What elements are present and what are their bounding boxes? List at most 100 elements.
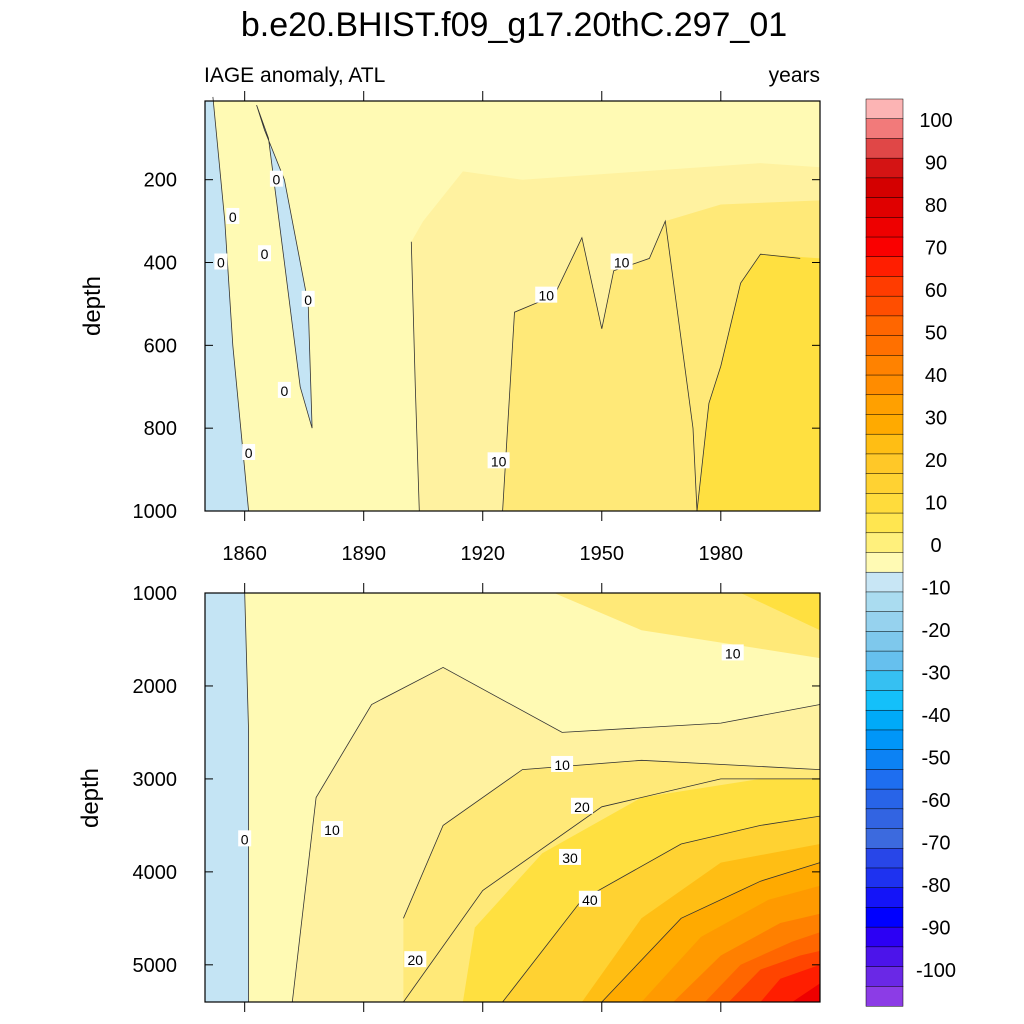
lower-y-axis-label: depth [77, 768, 104, 828]
colorbar-box [865, 670, 904, 692]
contour-label: 0 [214, 253, 228, 271]
contour-label-text: 0 [229, 209, 237, 225]
contour-label: 0 [226, 207, 240, 225]
y-tick-label: 400 [144, 253, 177, 275]
x-tick-label: 1920 [460, 543, 505, 565]
colorbar-label: -30 [922, 663, 951, 685]
colorbar-box [865, 177, 904, 199]
contour-label-text: 10 [614, 255, 630, 271]
upper-contour-lines [212, 96, 801, 512]
contour-label: 40 [578, 890, 601, 908]
colorbar-box [865, 729, 904, 751]
variable-label: IAGE anomaly, ATL [204, 64, 385, 87]
contour-label: 30 [559, 848, 582, 866]
contour-label-bg [214, 253, 228, 270]
colorbar-label: 30 [925, 408, 947, 430]
contour-label-bg [535, 286, 558, 303]
contour-label-text: 10 [554, 757, 570, 773]
colorbar-label: -80 [922, 875, 951, 897]
contour-label-bg [487, 452, 510, 469]
colorbar-box [865, 453, 904, 475]
colorbar-label: -10 [922, 578, 951, 600]
colorbar-label: 10 [925, 493, 947, 515]
contour-label-text: 40 [582, 892, 598, 908]
contour-label: 20 [570, 797, 593, 815]
colorbar-box [865, 887, 904, 908]
colorbar-label: -40 [922, 705, 951, 727]
colorbar-label: -100 [916, 960, 956, 982]
colorbar-box [865, 808, 904, 830]
colorbar-label: 40 [925, 365, 947, 387]
colorbar-box [865, 986, 904, 1007]
contour-label-bg [258, 245, 272, 262]
contour-label-text: 20 [408, 952, 424, 968]
colorbar-label: -20 [922, 620, 951, 642]
contour-label-bg [238, 830, 252, 847]
contour-label: 10 [320, 821, 343, 838]
contour-label: 10 [610, 253, 633, 271]
upper-y-axis-label: depth [79, 276, 106, 336]
contour-label-bg [610, 253, 633, 270]
colorbar-label: 100 [919, 110, 952, 132]
y-tick-label: 1000 [133, 583, 178, 605]
contour-line [403, 759, 821, 919]
contour-label-text: 0 [241, 831, 249, 847]
lower-plot-frame [204, 592, 821, 1003]
colorbar-box [865, 848, 904, 869]
contour-label-text: 30 [562, 850, 578, 866]
colorbar-label: 90 [925, 153, 947, 175]
contour-label: 0 [238, 830, 252, 847]
colorbar-box [865, 374, 904, 396]
colorbar-box [865, 907, 904, 928]
colorbar-box [865, 295, 904, 317]
contour-label: 0 [277, 381, 291, 399]
colorbar-box [865, 433, 904, 455]
contour-label: 10 [721, 644, 744, 661]
contour-line [403, 778, 820, 1003]
contour-label-bg [721, 644, 744, 661]
colorbar-box [865, 749, 904, 770]
colorbar-box [865, 867, 904, 889]
contour-label-text: 0 [245, 445, 253, 461]
upper-panel: 0 0 0 0 0 0 0 10 10 10 200 400 600 800 1000 depth [79, 91, 821, 523]
contour-label-text: 20 [574, 799, 590, 815]
contour-label: 0 [242, 444, 256, 461]
colorbar-box [865, 966, 904, 987]
colorbar-box [865, 217, 904, 238]
negative-region [205, 101, 249, 511]
colorbar-label: -50 [922, 748, 951, 770]
contour-label-text: 10 [491, 453, 507, 469]
lower-contour-labels: 0 10 10 10 20 20 30 40 [238, 644, 744, 968]
contour-label-bg [301, 290, 315, 307]
region-55 [760, 964, 820, 1002]
x-tick-label: 1950 [580, 543, 625, 565]
colorbar-box [865, 118, 904, 139]
colorbar-box [865, 355, 904, 376]
contour-label-bg [269, 170, 283, 187]
upper-contour-labels: 0 0 0 0 0 0 0 10 10 10 [214, 170, 633, 469]
colorbar-box [865, 828, 904, 849]
contour-label: 0 [258, 245, 272, 262]
x-tick-label: 1980 [699, 543, 744, 565]
contour-label-text: 0 [261, 246, 269, 262]
contour-line [502, 815, 821, 1003]
negative-region [256, 105, 313, 429]
contour-label-text: 0 [280, 383, 288, 399]
colorbar-box [865, 138, 904, 159]
lower-axes: 1000 2000 3000 4000 5000 [133, 583, 820, 1012]
contour-label-bg [551, 755, 574, 772]
contour-label-text: 10 [725, 645, 741, 661]
contour-line [291, 666, 821, 1003]
units-label: years [769, 64, 820, 87]
x-tick-label: 1860 [222, 543, 267, 565]
contour-line [410, 241, 420, 512]
y-tick-label: 600 [144, 335, 177, 357]
contour-label-text: 0 [304, 292, 312, 308]
colorbar-box [865, 690, 904, 711]
colorbar-box [865, 650, 904, 672]
region-15 [697, 254, 820, 511]
colorbar-box [865, 709, 904, 731]
region-60 [792, 983, 820, 1002]
contour-label: 20 [404, 951, 427, 968]
